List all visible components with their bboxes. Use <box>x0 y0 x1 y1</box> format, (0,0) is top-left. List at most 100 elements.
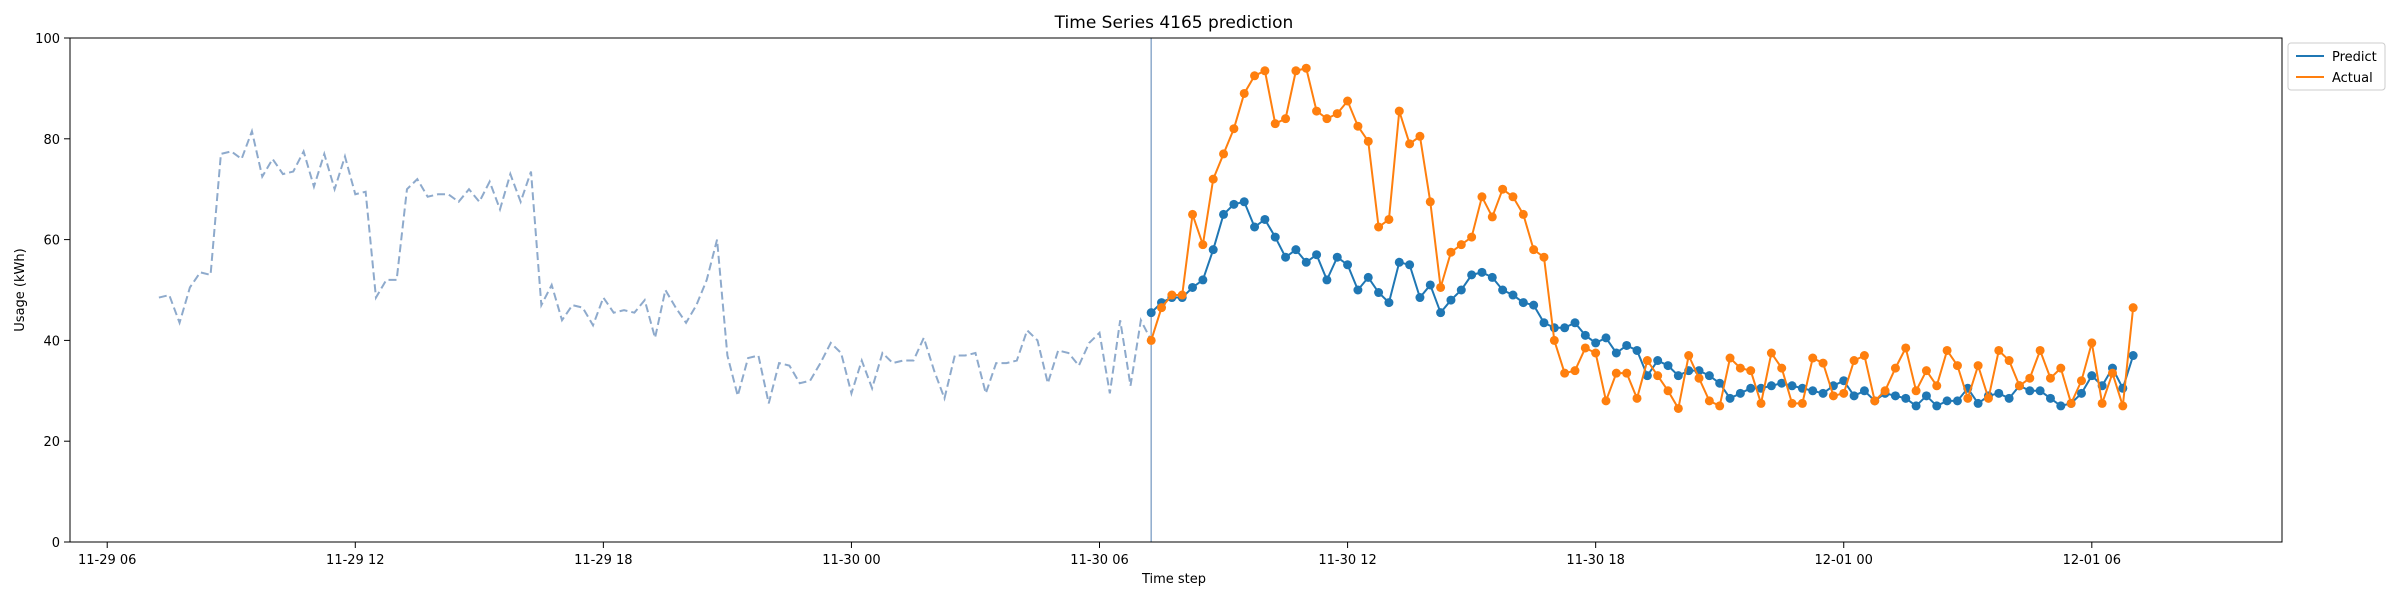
actual-point <box>1611 368 1621 378</box>
actual-point <box>1188 209 1198 219</box>
actual-point <box>1642 356 1652 366</box>
predict-point <box>1890 391 1900 401</box>
predict-point <box>1456 285 1466 295</box>
actual-point <box>1146 335 1156 345</box>
actual-point <box>1663 386 1673 396</box>
actual-point <box>1942 345 1952 355</box>
predict-point <box>1415 293 1425 303</box>
predict-point <box>1560 323 1570 333</box>
predict-point <box>1436 308 1446 318</box>
actual-point <box>1374 222 1384 232</box>
predict-point <box>1859 386 1869 396</box>
actual-point <box>1911 386 1921 396</box>
actual-point <box>1591 348 1601 358</box>
actual-point <box>1725 353 1735 363</box>
predict-point <box>2045 393 2055 403</box>
actual-point <box>1208 174 1218 184</box>
predict-point <box>1539 318 1549 328</box>
y-tick-label: 60 <box>43 234 60 249</box>
actual-point <box>1715 401 1725 411</box>
predict-line <box>1150 200 2135 408</box>
actual-point <box>1580 343 1590 353</box>
actual-point <box>1508 192 1518 202</box>
predict-point <box>1911 401 1921 411</box>
predict-point <box>1529 300 1539 310</box>
predict-point <box>2025 386 2035 396</box>
actual-point <box>1467 232 1477 242</box>
predict-point <box>1942 396 1952 406</box>
actual-point <box>1301 63 1311 73</box>
predict-point <box>1632 345 1642 355</box>
y-tick-label: 40 <box>43 334 60 349</box>
actual-point <box>1901 343 1911 353</box>
y-tick-label: 100 <box>35 32 60 47</box>
legend-predict-label: Predict <box>2332 50 2377 65</box>
actual-point <box>1859 351 1869 361</box>
actual-point <box>1446 247 1456 257</box>
actual-point <box>1425 197 1435 207</box>
predict-point <box>1250 222 1260 232</box>
actual-point <box>2056 363 2066 373</box>
predict-point <box>1467 270 1477 280</box>
predict-point <box>1343 260 1353 270</box>
predict-point <box>1208 245 1218 255</box>
actual-point <box>1808 353 1818 363</box>
predict-point <box>1198 275 1208 285</box>
actual-point <box>1952 361 1962 371</box>
actual-point <box>1291 66 1301 76</box>
actual-point <box>1363 136 1373 146</box>
actual-point <box>1622 368 1632 378</box>
actual-point <box>1963 393 1973 403</box>
legend-box <box>2287 42 2386 91</box>
predict-point <box>1353 285 1363 295</box>
actual-point <box>1932 381 1942 391</box>
predict-point <box>1384 298 1394 308</box>
actual-point <box>1415 131 1425 141</box>
x-tick-label: 11-30 18 <box>1566 553 1624 568</box>
x-tick-label: 11-30 06 <box>1070 553 1128 568</box>
predict-point <box>1725 393 1735 403</box>
actual-point <box>1684 351 1694 361</box>
actual-point <box>1735 363 1745 373</box>
actual-point <box>1332 109 1342 119</box>
actual-point <box>2107 368 2117 378</box>
predict-point <box>1312 250 1322 260</box>
actual-point <box>1549 335 1559 345</box>
predict-point <box>1188 282 1198 292</box>
predict-point <box>1508 290 1518 300</box>
actual-point <box>1250 71 1260 81</box>
predict-point <box>1735 388 1745 398</box>
predict-point <box>1766 381 1776 391</box>
predict-point <box>1363 272 1373 282</box>
actual-point <box>1477 192 1487 202</box>
predict-point <box>1663 361 1673 371</box>
predict-point <box>1498 285 1508 295</box>
history-series <box>158 127 1153 404</box>
predict-point <box>1622 340 1632 350</box>
actual-point <box>1839 388 1849 398</box>
actual-point <box>1239 88 1249 98</box>
actual-point <box>1260 66 1270 76</box>
actual-point <box>1870 396 1880 406</box>
predict-point <box>1146 308 1156 318</box>
actual-point <box>1560 368 1570 378</box>
predict-point <box>1591 338 1601 348</box>
actual-line <box>1150 67 2135 412</box>
actual-point <box>1219 149 1229 159</box>
actual-point <box>1973 361 1983 371</box>
predict-point <box>1487 272 1497 282</box>
predict-point <box>1270 232 1280 242</box>
actual-point <box>1157 303 1167 313</box>
legend-actual-label: Actual <box>2332 71 2373 86</box>
actual-point <box>1167 290 1177 300</box>
actual-point <box>2045 373 2055 383</box>
x-axis-label: Time step <box>1141 572 1206 587</box>
actual-point <box>1456 240 1466 250</box>
predict-point <box>1322 275 1332 285</box>
actual-point <box>1704 396 1714 406</box>
predict-point <box>1580 330 1590 340</box>
history-line <box>158 127 1153 404</box>
predict-point <box>1818 388 1828 398</box>
predict-point <box>1477 267 1487 277</box>
actual-point <box>1849 356 1859 366</box>
